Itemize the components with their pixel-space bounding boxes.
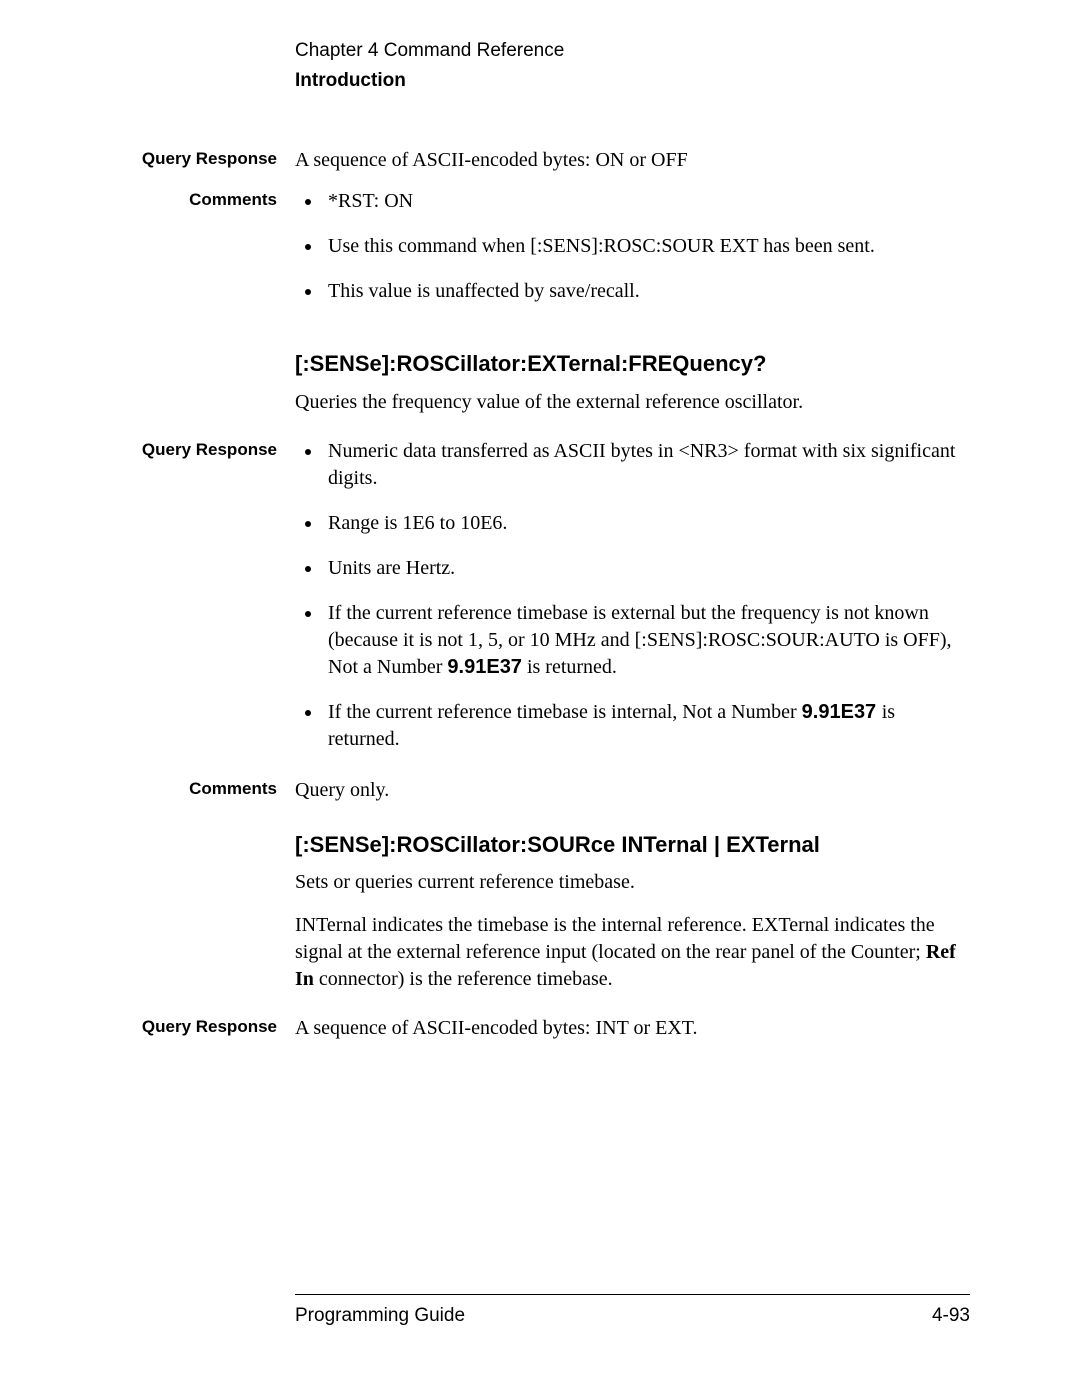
comment-item: This value is unaffected by save/recall. xyxy=(323,278,970,305)
page-header: Chapter 4 Command Reference Introduction xyxy=(295,40,970,92)
not-a-number-value: 9.91E37 xyxy=(802,701,882,723)
footer-rule xyxy=(295,1294,970,1295)
comments-label: Comments xyxy=(140,188,295,210)
query-response-row: Query Response A sequence of ASCII-encod… xyxy=(140,147,970,174)
desc-pre: INTernal indicates the timebase is the i… xyxy=(295,914,935,963)
chapter-title: Chapter 4 Command Reference xyxy=(295,40,970,62)
query-response-label: Query Response xyxy=(140,438,295,460)
footer-left: Programming Guide xyxy=(295,1305,465,1327)
comments-row: Comments Query only. xyxy=(140,777,970,804)
comments-content: *RST: ON Use this command when [:SENS]:R… xyxy=(295,188,970,323)
query-response-text: A sequence of ASCII-encoded bytes: INT o… xyxy=(295,1015,970,1042)
qr-text-pre: If the current reference timebase is ext… xyxy=(328,602,952,678)
query-response-text: A sequence of ASCII-encoded bytes: ON or… xyxy=(295,147,970,174)
command-heading: [:SENSe]:ROSCillator:SOURce INTernal | E… xyxy=(295,830,970,860)
comments-text: Query only. xyxy=(295,777,970,804)
section-content: [:SENSe]:ROSCillator:SOURce INTernal | E… xyxy=(295,810,970,1010)
command-heading: [:SENSe]:ROSCillator:EXTernal:FREQuency? xyxy=(295,349,970,379)
comments-list: *RST: ON Use this command when [:SENS]:R… xyxy=(295,188,970,305)
comment-item: *RST: ON xyxy=(323,188,970,215)
qr-text-pre: If the current reference timebase is int… xyxy=(328,701,802,723)
page-footer: Programming Guide 4-93 xyxy=(140,1286,970,1327)
comments-row: Comments *RST: ON Use this command when … xyxy=(140,188,970,323)
desc-post: connector) is the reference timebase. xyxy=(314,968,613,990)
qr-item: Range is 1E6 to 10E6. xyxy=(323,510,970,537)
comments-label: Comments xyxy=(140,777,295,799)
qr-text-post: is returned. xyxy=(522,656,617,678)
query-response-row: Query Response A sequence of ASCII-encod… xyxy=(140,1015,970,1042)
query-response-content: Numeric data transferred as ASCII bytes … xyxy=(295,438,970,771)
qr-item: If the current reference timebase is ext… xyxy=(323,600,970,681)
comment-item: Use this command when [:SENS]:ROSC:SOUR … xyxy=(323,233,970,260)
section-name: Introduction xyxy=(295,70,970,92)
spacer xyxy=(140,329,295,331)
qr-item: If the current reference timebase is int… xyxy=(323,699,970,753)
query-response-row: Query Response Numeric data transferred … xyxy=(140,438,970,771)
spacer xyxy=(140,810,295,812)
qr-list: Numeric data transferred as ASCII bytes … xyxy=(295,438,970,753)
footer-page-number: 4-93 xyxy=(932,1305,970,1327)
document-page: Chapter 4 Command Reference Introduction… xyxy=(0,0,1080,1397)
query-response-label: Query Response xyxy=(140,1015,295,1037)
section-row: [:SENSe]:ROSCillator:EXTernal:FREQuency?… xyxy=(140,329,970,432)
section-desc: Sets or queries current reference timeba… xyxy=(295,869,970,896)
qr-item: Units are Hertz. xyxy=(323,555,970,582)
section-content: [:SENSe]:ROSCillator:EXTernal:FREQuency?… xyxy=(295,329,970,432)
section-desc: Queries the frequency value of the exter… xyxy=(295,389,970,416)
qr-item: Numeric data transferred as ASCII bytes … xyxy=(323,438,970,492)
section-desc2: INTernal indicates the timebase is the i… xyxy=(295,912,970,993)
query-response-label: Query Response xyxy=(140,147,295,169)
section-row: [:SENSe]:ROSCillator:SOURce INTernal | E… xyxy=(140,810,970,1010)
not-a-number-value: 9.91E37 xyxy=(447,656,522,678)
footer-line: Programming Guide 4-93 xyxy=(295,1305,970,1327)
